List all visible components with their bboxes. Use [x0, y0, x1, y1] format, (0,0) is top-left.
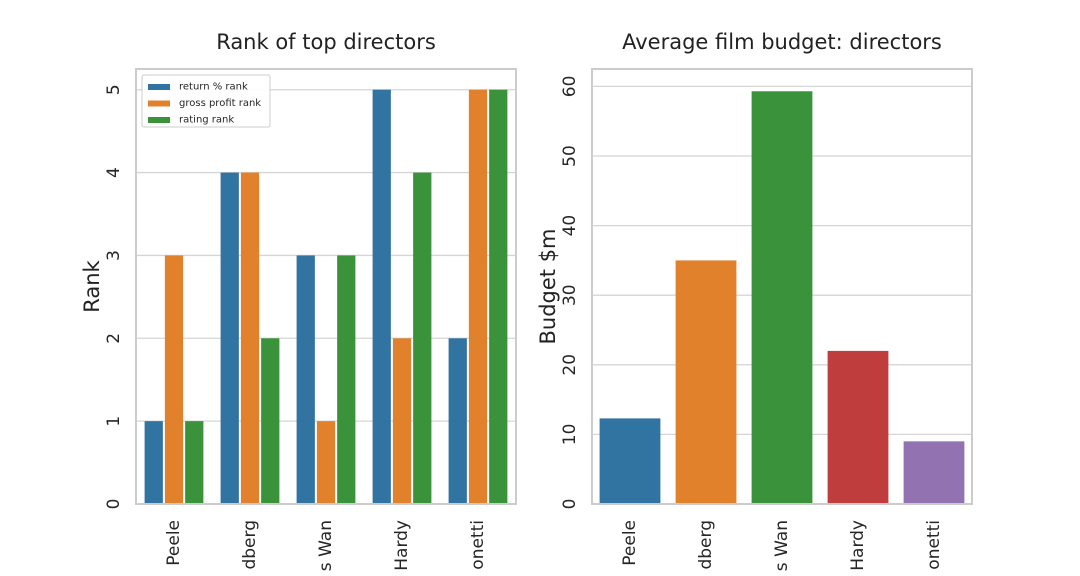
budget-y-tick-label: 0: [560, 499, 580, 510]
budget-y-tick-label: 10: [560, 424, 580, 446]
rank-bar: [296, 255, 315, 504]
rank-y-tick-label: 0: [104, 499, 124, 510]
rank-x-tick-label: s Wan: [316, 520, 336, 571]
legend-label: rating rank: [179, 115, 234, 126]
rank-y-tick-label: 4: [104, 167, 124, 178]
budget-chart-panel: Average film budget: directors Budget $m…: [536, 30, 973, 571]
budget-y-tick-label: 60: [560, 76, 580, 98]
budget-x-tick-label: Peele: [620, 520, 640, 566]
budget-y-tick-label: 30: [560, 284, 580, 306]
rank-chart-frame: [135, 68, 517, 505]
legend-swatch: [148, 84, 170, 90]
rank-bar: [489, 89, 508, 504]
budget-chart-frame: [591, 68, 973, 505]
budget-bar: [827, 350, 889, 504]
legend-swatch: [148, 117, 170, 123]
budget-bar: [903, 441, 965, 504]
rank-x-tick-label: Hardy: [392, 520, 412, 571]
legend-label: gross profit rank: [179, 98, 261, 109]
budget-chart-y-axis-label: Budget $m: [536, 228, 560, 344]
rank-bar: [372, 89, 391, 504]
legend-label: return % rank: [179, 82, 248, 93]
budget-y-tick-label: 20: [560, 354, 580, 376]
rank-chart-title: Rank of top directors: [216, 30, 436, 54]
legend-box: [141, 74, 271, 128]
budget-bar: [599, 418, 661, 504]
budget-y-tick-label: 40: [560, 215, 580, 237]
rank-bar: [448, 338, 467, 504]
rank-chart-panel: Rank of top directors Rank 0 1 2 3 4 5 Peele d…: [80, 30, 517, 571]
rank-bar: [413, 172, 432, 505]
rank-bar: [164, 255, 184, 504]
budget-x-tick-label: s Wan: [772, 520, 792, 571]
rank-x-tick-label: dberg: [240, 520, 260, 570]
rank-bar: [185, 421, 204, 504]
budget-x-tick-label: Hardy: [848, 520, 868, 571]
rank-bar: [240, 172, 260, 505]
rank-bar: [337, 255, 356, 504]
rank-y-tick-label: 1: [104, 416, 124, 427]
rank-chart-y-axis-label: Rank: [80, 259, 104, 312]
rank-y-tick-label: 5: [104, 84, 124, 95]
rank-bar: [316, 421, 336, 504]
rank-bar: [144, 421, 163, 504]
budget-bar: [751, 91, 813, 504]
budget-x-tick-label: onetti: [924, 520, 944, 570]
rank-bar: [261, 338, 280, 504]
budget-y-tick-label: 50: [560, 145, 580, 167]
legend-swatch: [148, 100, 170, 107]
rank-bar: [468, 89, 488, 504]
budget-bar: [675, 260, 737, 504]
rank-bar: [220, 172, 239, 505]
rank-bar: [392, 338, 412, 504]
rank-x-tick-label: Peele: [164, 520, 184, 566]
budget-x-tick-label: dberg: [696, 520, 716, 570]
budget-chart-title: Average film budget: directors: [622, 30, 942, 54]
rank-y-tick-label: 2: [104, 333, 124, 344]
rank-y-tick-label: 3: [104, 250, 124, 261]
rank-chart-legend: return % rank gross profit rank rating ran…: [141, 74, 271, 128]
rank-x-tick-label: onetti: [468, 520, 488, 570]
